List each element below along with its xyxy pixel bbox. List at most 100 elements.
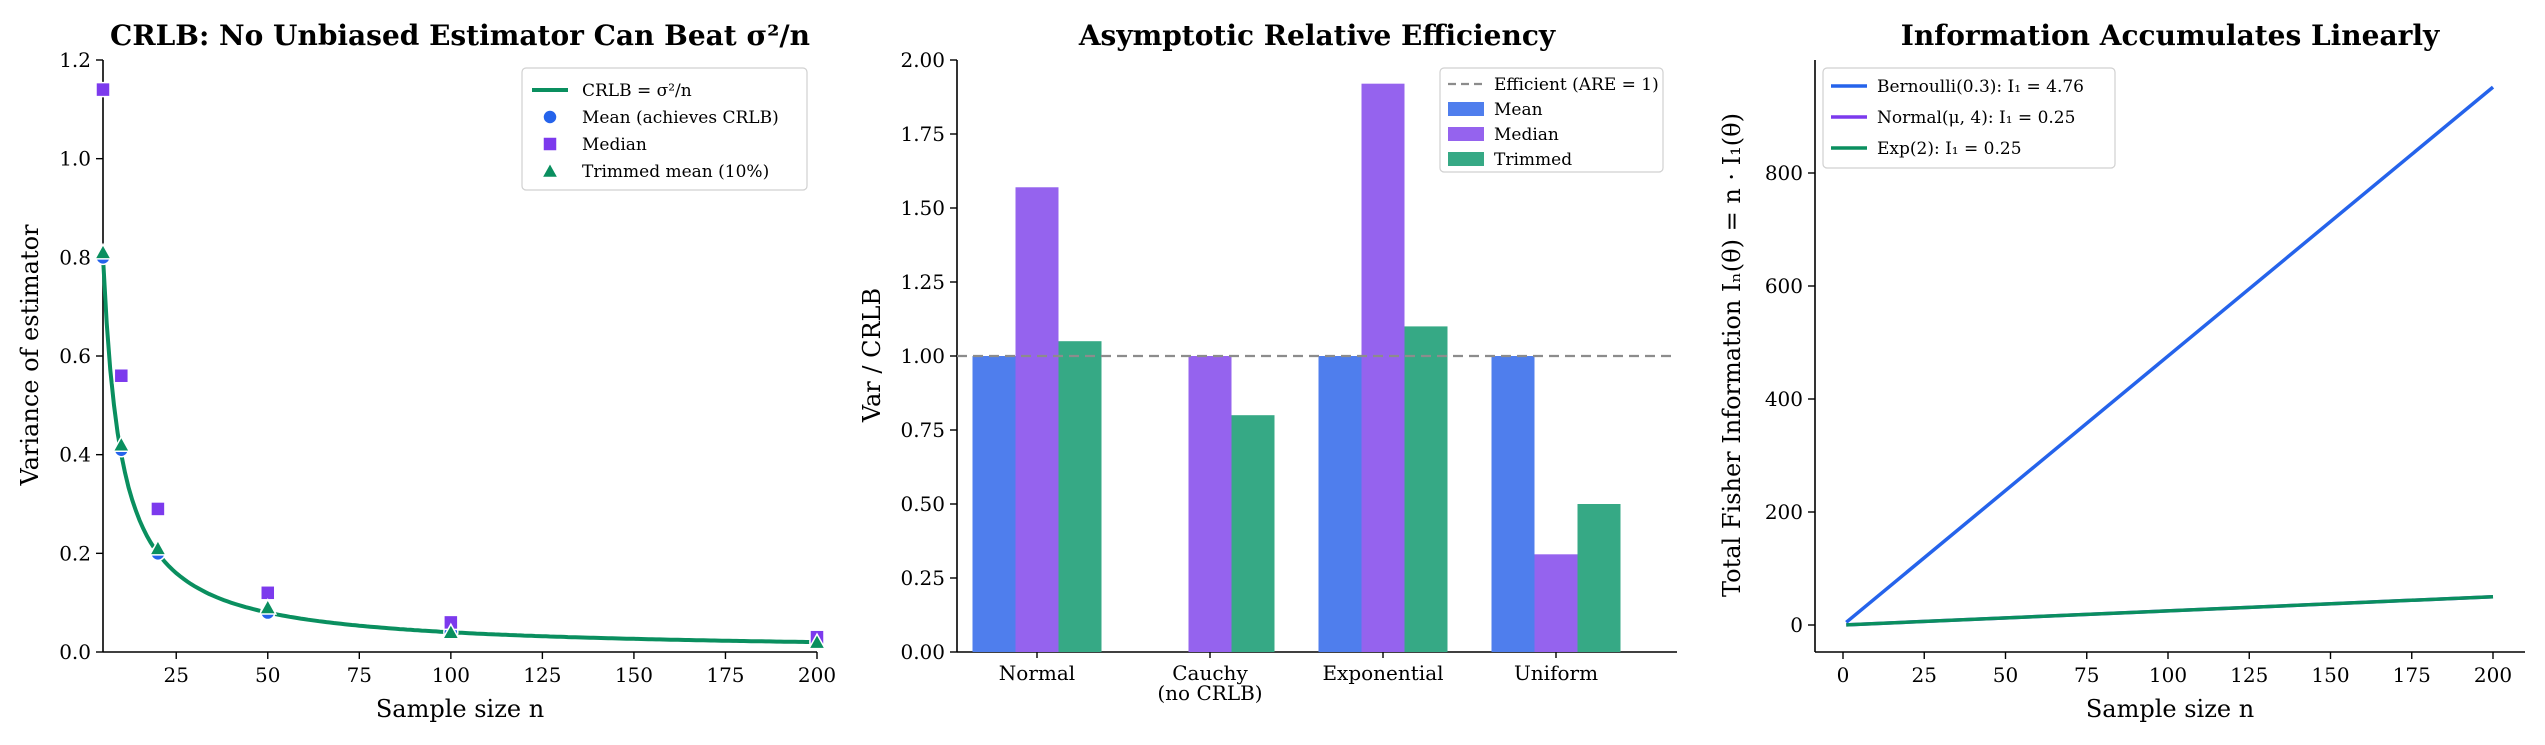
panel1-legend-label: Median: [582, 135, 647, 155]
panel1-point-triangle: [441, 622, 461, 640]
panel3-legend-label: Bernoulli(0.3): I₁ = 4.76: [1877, 77, 2084, 97]
panel1-x-tick-label: 150: [615, 663, 653, 687]
panel2-category-label: Exponential: [1322, 661, 1443, 685]
panel3-y-tick-label: 800: [1765, 161, 1803, 185]
panel2-y-tick-label: 1.25: [900, 270, 945, 294]
panel2-legend-swatch: [1448, 152, 1484, 166]
panel2-legend-swatch: [1448, 127, 1484, 141]
panel2-category-label: Uniform: [1514, 661, 1598, 685]
panel2-y-tick-label: 1.75: [900, 122, 945, 146]
panel2-title: Asymptotic Relative Efficiency: [1078, 19, 1556, 52]
panel2-y-tick-label: 0.25: [900, 566, 945, 590]
panel3-x-tick-label: 50: [1993, 663, 2018, 687]
panel1-x-tick-label: 125: [523, 663, 561, 687]
panel2-category-label: Cauchy: [1172, 661, 1248, 685]
panel1-point-square: [150, 501, 166, 517]
panel1-legend-box: [521, 67, 808, 191]
panel3-x-tick-label: 0: [1837, 663, 1850, 687]
panel2-bar-median: [1534, 554, 1578, 652]
panel1-point-triangle: [111, 435, 131, 452]
panel1-point-triangle: [807, 632, 827, 650]
panel3-ylabel: Total Fisher Information Iₙ(θ) = n · I₁(…: [1718, 113, 1746, 597]
panel1-legend-label: Trimmed mean (10%): [582, 162, 769, 182]
panel3-x-tick-label: 125: [2230, 663, 2268, 687]
panel3-title: Information Accumulates Linearly: [1901, 19, 2440, 52]
panel1-y-tick-label: 1.2: [59, 48, 91, 72]
panel3-line-series-1: [1845, 85, 2495, 624]
panel3-x-tick-label: 75: [2074, 663, 2099, 687]
panel3-x-tick-label: 200: [2474, 663, 2512, 687]
panel2-bar-mean: [972, 356, 1016, 652]
panel-are: Asymptotic Relative Efficiency Var / CRL…: [858, 19, 1677, 705]
panel1-y-tick-label: 0.8: [59, 245, 91, 269]
panel1-y-tick-label: 0.2: [59, 541, 91, 565]
panel2-legend-swatch: [1448, 102, 1484, 116]
panel2-legend-label: Median: [1494, 125, 1559, 145]
panel3-legend-label: Exp(2): I₁ = 0.25: [1877, 139, 2022, 159]
panel2-y-tick-label: 0.00: [900, 640, 945, 664]
panel3-y-tick-label: 200: [1765, 500, 1803, 524]
panel3-legend-label: Normal(μ, 4): I₁ = 0.25: [1877, 108, 2075, 128]
panel1-x-tick-label: 50: [255, 663, 280, 687]
panel2-bar-trimmed: [1058, 341, 1102, 652]
panel1-legend-swatch-square: [542, 136, 558, 152]
panel1-legend-swatch-triangle: [540, 161, 560, 179]
panel1-legend-label: CRLB = σ²/n: [582, 81, 692, 101]
panel3-line-series-3: [1846, 595, 2494, 627]
panel2-bar-mean: [1491, 356, 1535, 652]
panel2-legend-label: Trimmed: [1494, 150, 1572, 170]
panel2-legend-label: Efficient (ARE = 1): [1494, 75, 1659, 95]
panel2-bar-trimmed: [1404, 326, 1448, 652]
panel1-xlabel: Sample size n: [376, 695, 544, 723]
panel1-x-tick-label: 25: [164, 663, 189, 687]
panel1-legend: CRLB = σ²/n Mean (achieves CRLB) Median Tri…: [521, 67, 808, 191]
panel2-category-label: Normal: [999, 661, 1075, 685]
panel2-bar-mean: [1318, 356, 1362, 652]
panel-crlb: CRLB: No Unbiased Estimator Can Beat σ²/…: [16, 19, 836, 723]
panel1-point-square: [95, 81, 111, 98]
panel1-point-square: [260, 585, 276, 601]
panel1-title: CRLB: No Unbiased Estimator Can Beat σ²/…: [110, 19, 810, 52]
panel3-y-tick-label: 600: [1765, 274, 1803, 298]
panel3-legend: Bernoulli(0.3): I₁ = 4.76 Normal(μ, 4): I…: [1822, 67, 2116, 169]
panel2-category-label: (no CRLB): [1157, 681, 1262, 705]
panel3-xlabel: Sample size n: [2086, 695, 2254, 723]
panel3-y-tick-label: 400: [1765, 387, 1803, 411]
panel1-y-tick-label: 1.0: [59, 147, 91, 171]
panel2-bar-median: [1015, 187, 1059, 652]
panel1-legend-swatch-circle: [542, 109, 558, 125]
panel3-plot-area: 0 25 50 75 100 125 150 175 200 0 200 400 600 800: [1765, 60, 2525, 687]
panel1-y-tick-label: 0.0: [59, 640, 91, 664]
panel1-x-tick-label: 200: [798, 663, 836, 687]
panel2-y-tick-label: 2.00: [900, 48, 945, 72]
panel2-y-tick-label: 1.50: [900, 196, 945, 220]
panel1-y-tick-label: 0.6: [59, 344, 91, 368]
panel2-y-tick-label: 0.50: [900, 492, 945, 516]
panel2-bar-median: [1361, 83, 1405, 653]
panel1-plot-area: 25 50 75 100 125 150 175 200 0.0 0.2 0.4 0.6 0.8 1.0 1…: [59, 48, 836, 687]
panel2-legend-label: Mean: [1494, 100, 1543, 120]
panel1-point-triangle: [148, 538, 168, 556]
panel1-x-tick-label: 175: [706, 663, 744, 687]
panel1-ylabel: Variance of estimator: [16, 224, 44, 487]
panel1-x-tick-label: 75: [347, 663, 372, 687]
panel2-y-tick-label: 1.00: [900, 344, 945, 368]
panel2-bar-trimmed: [1231, 415, 1275, 652]
panel2-legend-box: [1439, 67, 1664, 173]
panel1-x-tick-label: 100: [432, 663, 470, 687]
panel3-y-tick-label: 0: [1790, 613, 1803, 637]
panel1-y-tick-label: 0.4: [59, 443, 91, 467]
panel2-plot-area: 0.00 0.25 0.50 0.75 1.00 1.25 1.50 1.75 2.00 Norm…: [900, 48, 1677, 705]
panel1-legend-label: Mean (achieves CRLB): [582, 108, 779, 128]
panel3-x-tick-label: 150: [2311, 663, 2349, 687]
panel3-x-tick-label: 175: [2393, 663, 2431, 687]
panel3-legend-box: [1822, 67, 2116, 169]
panel3-x-tick-label: 25: [1912, 663, 1937, 687]
crlb-curve: [101, 257, 817, 645]
panel2-bar-trimmed: [1577, 504, 1621, 652]
panel2-bar-median: [1188, 356, 1232, 652]
panel1-point-triangle: [258, 598, 278, 615]
panel1-point-triangle: [93, 242, 113, 260]
panel2-ylabel: Var / CRLB: [858, 288, 886, 423]
